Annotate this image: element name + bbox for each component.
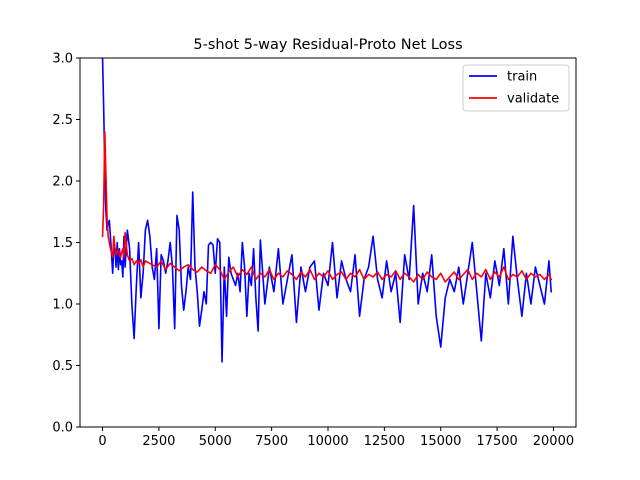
x-tick-label: 5000 (199, 434, 232, 449)
plot-lines (101, 58, 553, 363)
y-axis-ticks: 0.0 0.5 1.0 1.5 2.0 2.5 3.0 (52, 52, 80, 436)
x-tick-label: 17500 (476, 434, 517, 449)
y-tick-label: 2.5 (52, 113, 73, 128)
legend: train validate (462, 64, 570, 112)
y-tick-label: 0.5 (52, 359, 73, 374)
x-tick-label: 15000 (420, 434, 461, 449)
x-tick-label: 7500 (255, 434, 288, 449)
x-tick-label: 0 (98, 434, 106, 449)
series-line-train (101, 58, 553, 363)
y-tick-label: 3.0 (52, 52, 73, 67)
x-tick-label: 10000 (307, 434, 348, 449)
y-tick-label: 1.5 (52, 236, 73, 251)
chart-title: 5-shot 5-way Residual-Proto Net Loss (193, 37, 462, 53)
series-line-validate (101, 131, 553, 283)
y-tick-label: 2.0 (52, 175, 73, 190)
x-tick-label: 12500 (364, 434, 405, 449)
x-tick-label: 2500 (142, 434, 175, 449)
x-tick-label: 20000 (533, 434, 574, 449)
y-tick-label: 0.0 (52, 421, 73, 436)
x-axis-ticks: 0 2500 5000 7500 10000 12500 15000 17500 20000 (98, 427, 574, 449)
legend-label-validate: validate (507, 92, 559, 107)
y-tick-label: 1.0 (52, 298, 73, 313)
legend-label-train: train (507, 70, 537, 85)
